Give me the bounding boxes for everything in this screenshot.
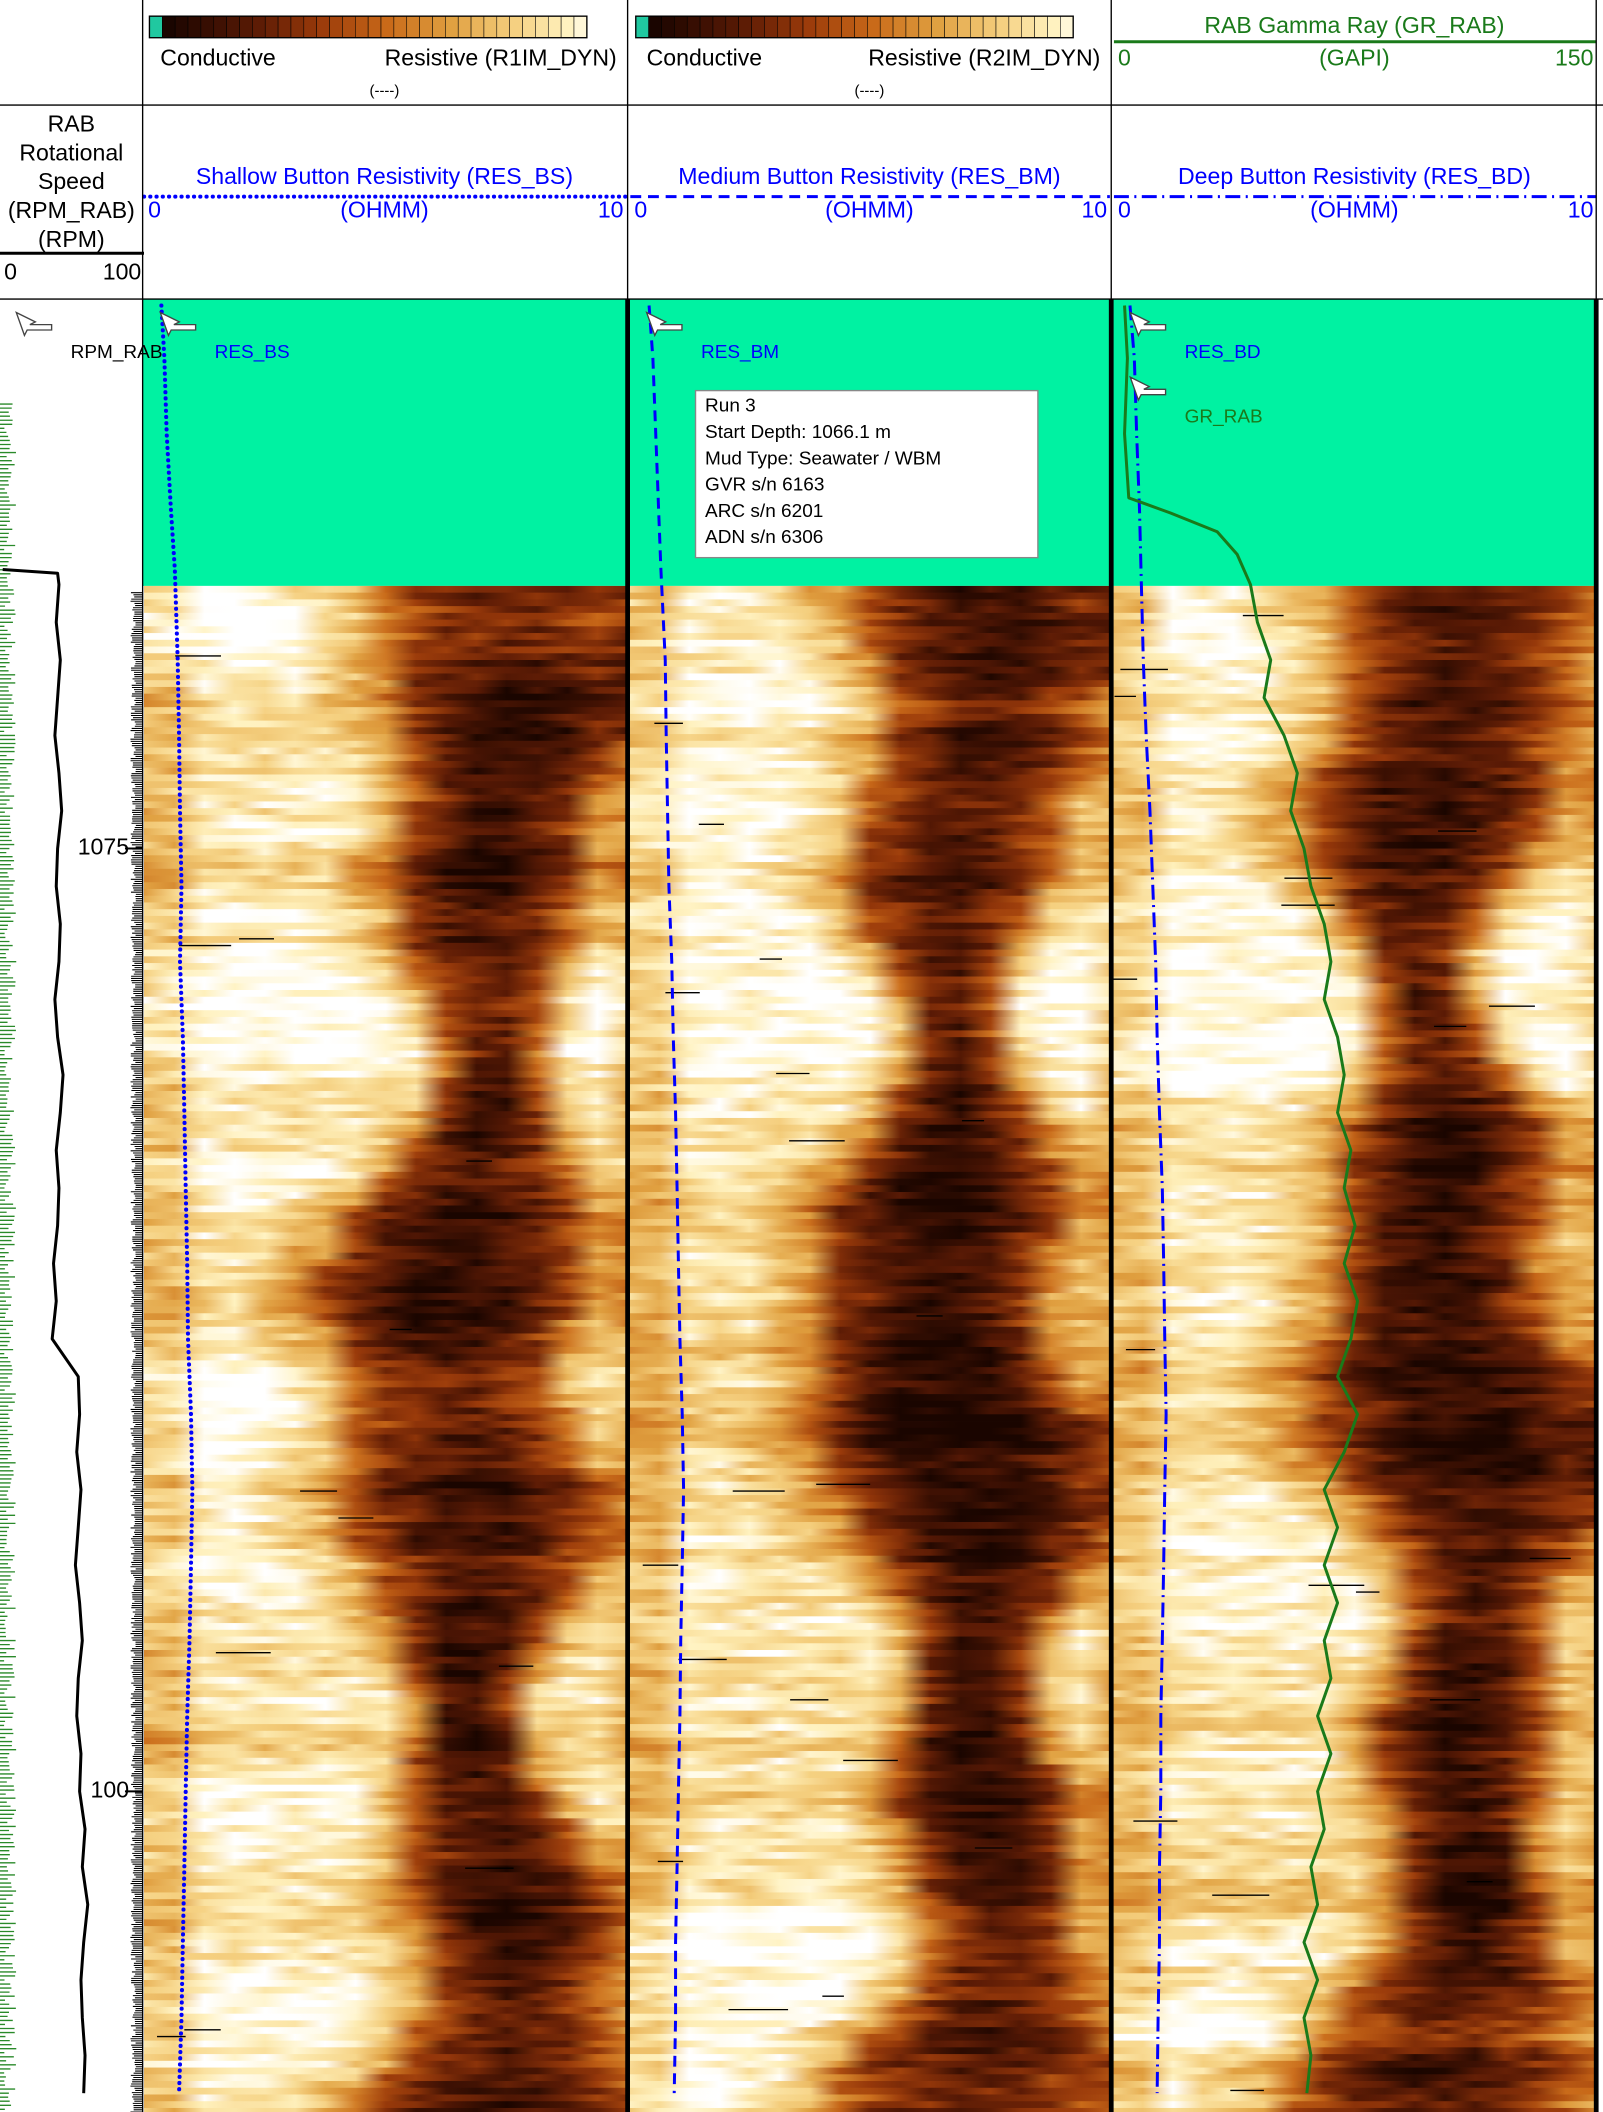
page: {"chart_data": { "type": "well-log", "yl… xyxy=(0,0,1603,2112)
